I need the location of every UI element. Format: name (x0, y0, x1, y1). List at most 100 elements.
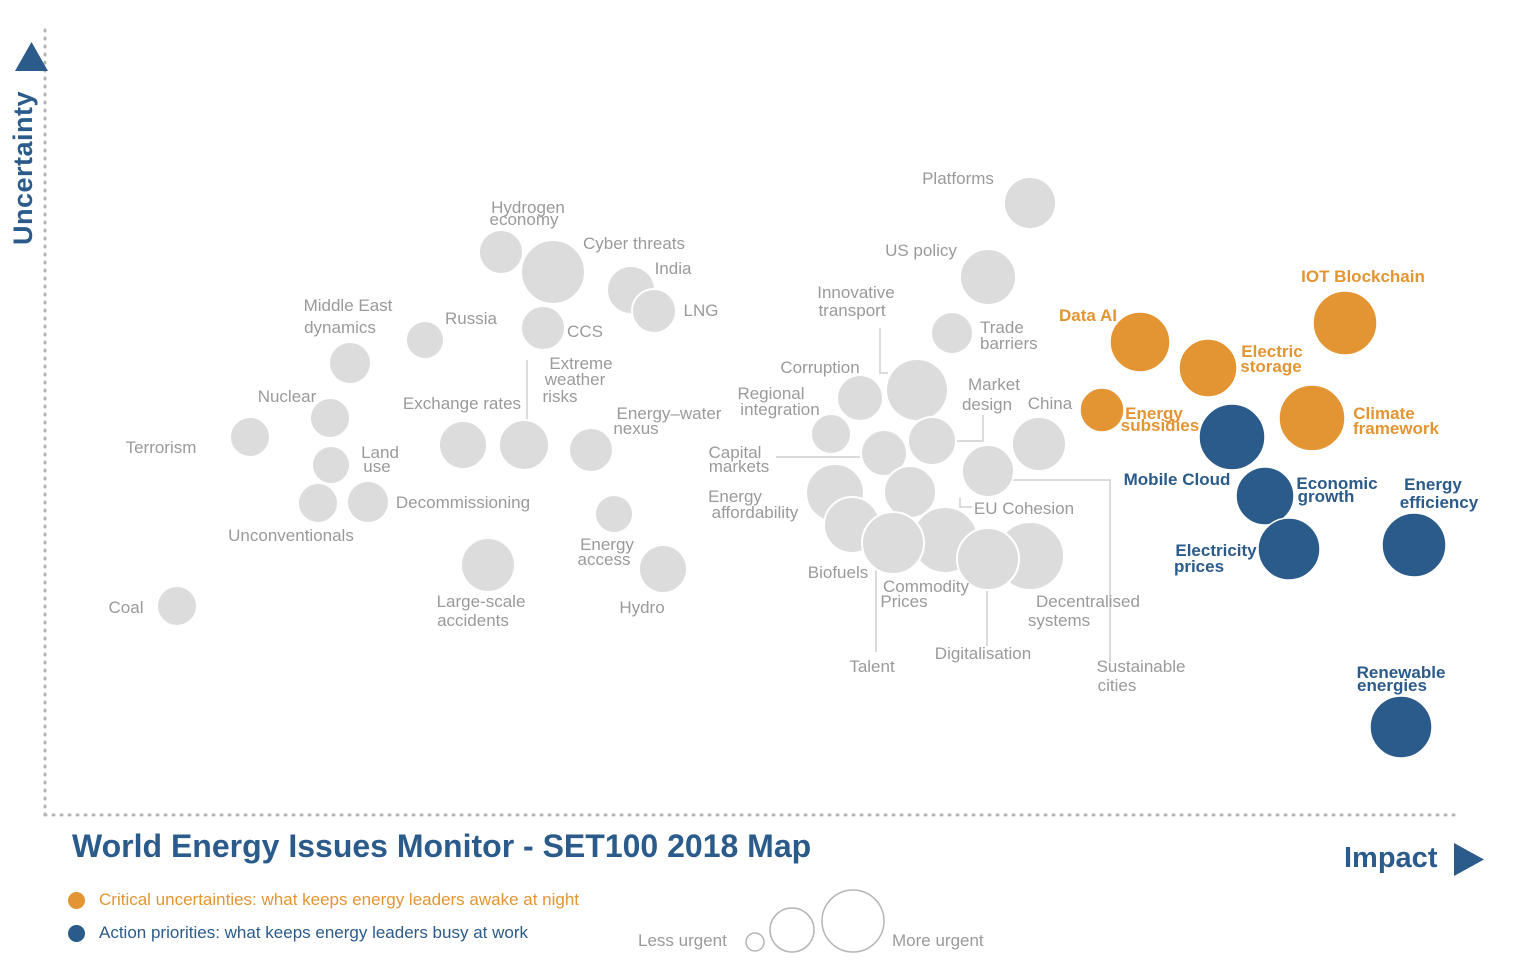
bubble-label-energies: energies (1357, 676, 1427, 695)
chart-title: World Energy Issues Monitor - SET100 201… (72, 828, 812, 864)
bubble-decommissioning (346, 480, 390, 524)
bubble-label-storage: storage (1240, 357, 1301, 376)
bubble-energy-efficiency (1381, 512, 1447, 578)
bubble-label-economic: Economic (1296, 474, 1377, 493)
bubble-label-renewable: Renewable (1357, 663, 1446, 682)
bubble-label-hydrogen: Hydrogen (491, 198, 565, 217)
bubble-unconventionals (297, 482, 339, 524)
bubble-label-land: Land (361, 443, 399, 462)
bubble-exchange-rates (438, 420, 488, 470)
bubble-label-market: Market (968, 375, 1020, 394)
bubble-label-coal: Coal (109, 598, 144, 617)
bubble-trade-barriers (930, 311, 974, 355)
bubble-innovative-transport (885, 358, 949, 422)
bubble-terrorism (229, 416, 271, 458)
bubble-corruption (836, 374, 884, 422)
bubble-label-transport: transport (818, 301, 885, 320)
bubble-label-energy: Energy (708, 487, 762, 506)
bubble-label-cyber-threats: Cyber threats (583, 234, 685, 253)
bubble-climate-framework (1278, 384, 1346, 452)
bubble-label-dynamics: dynamics (304, 318, 376, 337)
bubble-russia (405, 320, 445, 360)
y-axis-title: Uncertainty (8, 90, 38, 245)
leader-line (879, 328, 888, 374)
bubble-digitalisation (956, 527, 1020, 591)
bubble-capital-markets (860, 429, 908, 477)
bubble-label-middle-east: Middle East (304, 296, 393, 315)
bubble-mobile-cloud (1198, 403, 1266, 471)
x-axis-title: Impact (1344, 842, 1438, 874)
bubble-label-energy: Energy (580, 535, 634, 554)
bubble-label-regional: Regional (737, 384, 804, 403)
bubble-label-corruption: Corruption (780, 358, 859, 377)
bubble-label-markets: markets (709, 457, 769, 476)
bubble-label-weather: weather (544, 370, 606, 389)
bubble-hydrogen-economy (478, 229, 524, 275)
bubble-extreme-weather-risks (498, 419, 550, 471)
bubble-label-design: design (962, 395, 1012, 414)
bubble-talent (861, 511, 925, 575)
bubble-label-russia: Russia (445, 309, 498, 328)
bubble-label-trade: Trade (980, 318, 1024, 337)
bubble-label-prices: Prices (880, 592, 927, 611)
bubble-large-scale-accidents (460, 537, 516, 593)
bubble-label-terrorism: Terrorism (126, 438, 197, 457)
bubble-label-risks: risks (543, 387, 578, 406)
bubble-hydro (638, 544, 688, 594)
bubble-platforms (1003, 176, 1057, 230)
bubble-label-decommissioning: Decommissioning (396, 493, 530, 512)
bubble-nuclear (309, 397, 351, 439)
bubble-label-integration: integration (740, 400, 819, 419)
bubble-eu-cohesion (961, 444, 1015, 498)
x-axis-arrow-icon (1454, 843, 1484, 876)
axes-layer (15, 28, 1484, 876)
bubble-label-electricity: Electricity (1175, 541, 1257, 560)
legend-dot-action (68, 924, 85, 942)
bubble-ccs (520, 305, 566, 351)
leader-line (1010, 479, 1111, 662)
bubble-data-ai (1109, 311, 1171, 373)
legend-item-action: Action priorities: what keeps energy lea… (68, 923, 528, 943)
bubble-label-eu-cohesion: EU Cohesion (974, 499, 1074, 518)
bubble-label-systems: systems (1028, 611, 1090, 630)
bubble-energy-subsidies (1079, 387, 1125, 433)
bubble-label-extreme: Extreme (549, 354, 612, 373)
bubble-electric-storage (1178, 338, 1238, 398)
leader-line (956, 415, 984, 442)
bubble-electricity-prices (1257, 517, 1321, 581)
bubble-label-growth: growth (1298, 487, 1355, 506)
bubble-label-cities: cities (1098, 676, 1137, 695)
bubble-label-use: use (363, 457, 390, 476)
legend-label-critical: Critical uncertainties: what keeps energ… (99, 890, 580, 909)
size-legend-large-circle (821, 889, 885, 953)
bubble-label-innovative: Innovative (817, 283, 895, 302)
bubble-renewable-energies (1369, 695, 1433, 759)
bubble-label-decentralised: Decentralised (1036, 592, 1140, 611)
bubble-label-us-policy: US policy (885, 241, 957, 260)
bubble-economic-growth (1235, 466, 1295, 526)
bubble-label-barriers: barriers (980, 334, 1038, 353)
bubble-label-hydro: Hydro (619, 598, 664, 617)
bubble-energy-access (594, 494, 634, 534)
bubble-label-accidents: accidents (437, 611, 509, 630)
bubble-label-india: India (655, 259, 692, 278)
bubble-regional-integration (810, 413, 852, 455)
bubble-label-ccs: CCS (567, 322, 603, 341)
bubble-label-nexus: nexus (613, 419, 658, 438)
bubble-label-energy-water: Energy–water (617, 404, 722, 423)
legend-label-action: Action priorities: what keeps energy lea… (99, 923, 528, 942)
bubble-label-talent: Talent (849, 657, 895, 676)
bubble-label-iot-blockchain: IOT Blockchain (1301, 267, 1425, 286)
legend-item-critical: Critical uncertainties: what keeps energ… (68, 890, 579, 910)
size-legend (745, 889, 885, 953)
bubble-iot-blockchain (1312, 290, 1378, 356)
bubble-cyber-threats (520, 239, 586, 305)
bubble-layer (156, 176, 1447, 759)
bubble-label-data-ai: Data AI (1059, 306, 1117, 325)
size-legend-small-circle (745, 932, 765, 952)
bubble-china (1011, 416, 1067, 472)
bubble-label-capital: Capital (709, 443, 762, 462)
bubble-label-commodity: Commodity (883, 577, 969, 596)
